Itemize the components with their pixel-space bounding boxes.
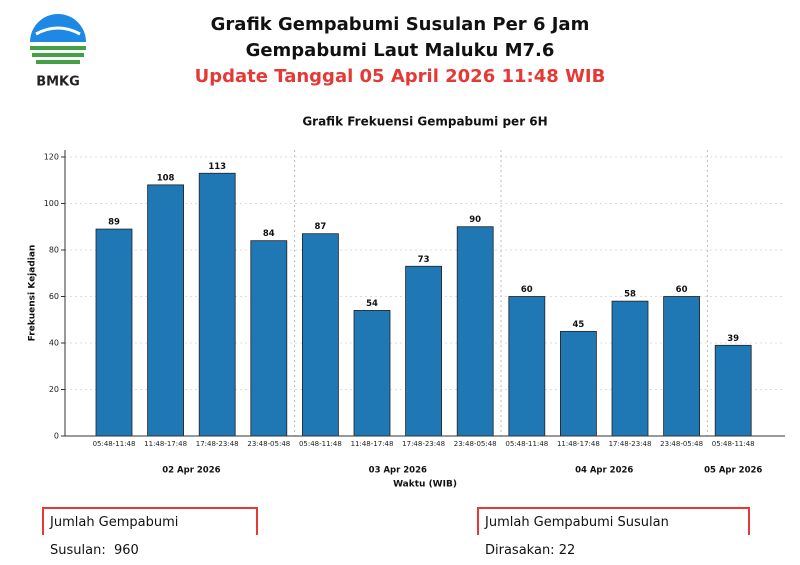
y-tick-label: 60 — [49, 292, 59, 301]
y-tick-label: 120 — [44, 152, 59, 161]
value-label: 89 — [108, 218, 120, 228]
bar — [560, 330, 597, 437]
bar — [508, 296, 546, 437]
x-tick-label: 17:48-23:48 — [402, 440, 445, 448]
summary-value: 22 — [558, 543, 576, 558]
date-label: 04 Apr 2026 — [575, 466, 633, 476]
value-label: 60 — [521, 285, 533, 295]
bar — [714, 344, 752, 437]
x-tick-label: 11:48-17:48 — [144, 440, 187, 448]
bar — [301, 233, 339, 437]
value-label: 108 — [157, 173, 175, 183]
value-label: 84 — [263, 229, 275, 239]
header-subtitle: Gempabumi Laut Maluku M7.6 — [245, 40, 555, 61]
bar — [95, 228, 133, 437]
x-axis-label: Waktu (WIB) — [393, 480, 457, 490]
x-tick-label: 05:48-11:48 — [712, 440, 755, 448]
x-tick-label: 23:48-05:48 — [247, 440, 290, 448]
date-label: 03 Apr 2026 — [369, 466, 427, 476]
x-tick-label: 23:48-05:48 — [660, 440, 703, 448]
bar — [611, 300, 649, 437]
summary-value: 960 — [113, 543, 139, 558]
x-tick-label: 23:48-05:48 — [454, 440, 497, 448]
header-update: Update Tanggal 05 April 2026 11:48 WIB — [194, 66, 606, 87]
y-tick-label: 40 — [49, 338, 59, 347]
page: BMKG Grafik Gempabumi Susulan Per 6 Jam … — [28, 14, 785, 558]
y-tick-label: 20 — [49, 385, 59, 394]
value-label: 60 — [676, 285, 688, 295]
x-tick-label: 05:48-11:48 — [299, 440, 342, 448]
date-label: 02 Apr 2026 — [162, 466, 220, 476]
value-label: 54 — [366, 299, 378, 309]
date-label: 05 Apr 2026 — [704, 466, 762, 476]
value-label: 113 — [208, 162, 226, 172]
summary-total: Jumlah Gempabumi Susulan: 960 — [42, 507, 258, 558]
bar — [198, 172, 236, 437]
y-axis-label: Frekuensi Kejadian — [28, 245, 38, 342]
value-label: 73 — [418, 255, 430, 265]
y-tick-label: 0 — [54, 432, 59, 441]
logo: BMKG — [30, 14, 86, 90]
x-tick-label: 11:48-17:48 — [557, 440, 600, 448]
value-label: 58 — [624, 290, 636, 300]
x-tick-label: 17:48-23:48 — [196, 440, 239, 448]
x-tick-label: 05:48-11:48 — [93, 440, 136, 448]
x-tick-label: 05:48-11:48 — [505, 440, 548, 448]
x-tick-label: 17:48-23:48 — [609, 440, 652, 448]
chart: Grafik Frekuensi Gempabumi per 6H 0 20 40 60… — [28, 115, 785, 490]
logo-text: BMKG — [36, 75, 80, 90]
value-label: 39 — [727, 334, 739, 344]
y-tick-label: 100 — [44, 199, 59, 208]
value-label: 87 — [314, 222, 326, 232]
bar — [353, 310, 391, 437]
bar — [405, 265, 443, 437]
bar — [147, 184, 185, 437]
bar — [663, 296, 700, 437]
value-label: 45 — [572, 320, 584, 330]
y-tick-label: 80 — [49, 245, 59, 254]
header-title: Grafik Gempabumi Susulan Per 6 Jam — [210, 14, 590, 35]
summary-label: Jumlah Gempabumi Susulan Dirasakan: — [485, 515, 669, 558]
summary-felt: Jumlah Gempabumi Susulan Dirasakan: 22 — [477, 507, 750, 558]
value-label: 90 — [469, 215, 481, 225]
chart-title: Grafik Frekuensi Gempabumi per 6H — [302, 115, 547, 129]
x-tick-label: 11:48-17:48 — [351, 440, 394, 448]
bar — [250, 240, 288, 437]
bar — [456, 226, 494, 437]
